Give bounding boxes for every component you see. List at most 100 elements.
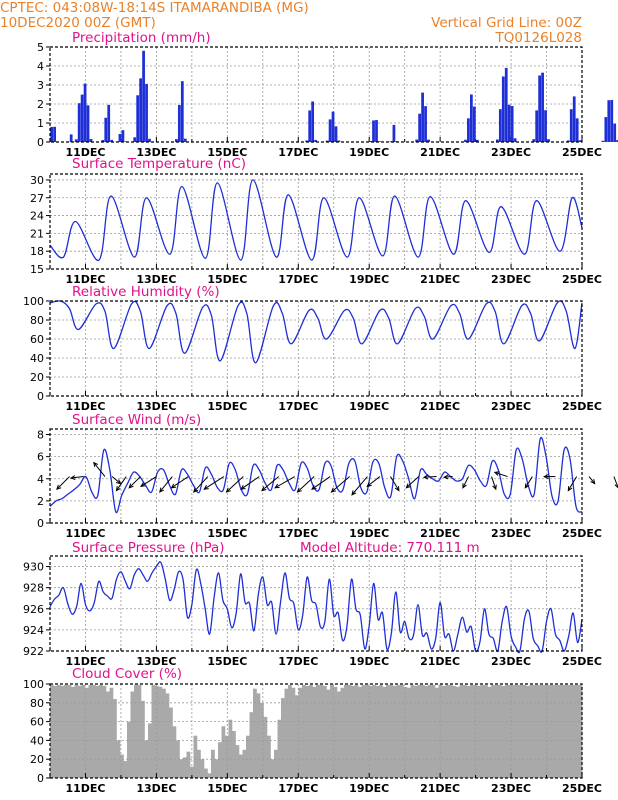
x-tick-label: 25DEC [562, 400, 602, 413]
cloud-cover-bar [344, 684, 348, 778]
x-tick-label: 17DEC [278, 655, 318, 668]
x-tick-label: 21DEC [420, 273, 460, 286]
x-tick-label: 25DEC [562, 527, 602, 540]
wind-arrow-head [203, 485, 209, 490]
cloud-cover-bar [207, 773, 212, 778]
precip-bar [547, 139, 550, 142]
wind-arrow-head [56, 484, 62, 491]
humidity-panel: Relative Humidity (%) 0 20 40 60 80 100 11DEC 1… [23, 284, 602, 413]
precip-bar [541, 72, 544, 142]
y-tick-label: 1 [37, 117, 44, 130]
x-tick-label: 17DEC [278, 527, 318, 540]
cloud-cover-bar [379, 684, 383, 778]
wind-arrow [494, 471, 508, 478]
cloud-cover-bar [557, 684, 562, 778]
precip-bar [74, 139, 78, 142]
cloud-cover-bar [571, 684, 576, 778]
cloud-cover-bar [319, 684, 324, 778]
cloud-cover-bar [491, 684, 495, 778]
y-tick-label: 0 [37, 136, 44, 149]
precip-bar [305, 140, 309, 142]
x-tick-label: 19DEC [349, 400, 389, 413]
wind-arrow [524, 476, 533, 489]
x-tick-label: 13DEC [136, 400, 176, 413]
wind-arrow [297, 476, 315, 493]
y-tick-label: 3 [37, 79, 44, 92]
cloud-cover-bar [85, 687, 89, 778]
cloud-cover-bar [456, 686, 460, 778]
cloud-cover-bar [309, 684, 313, 778]
cloud-cover-bar [487, 686, 492, 778]
y-tick-label: 21 [30, 227, 44, 240]
y-tick-label: 4 [37, 473, 44, 486]
wind-arrow [588, 476, 596, 484]
y-tick-label: 0 [37, 772, 44, 785]
wind-arrow [567, 476, 578, 491]
cloud-cover-bar [536, 684, 541, 778]
precip-bar [535, 110, 539, 142]
precip-bar [180, 81, 184, 142]
wind-arrow [203, 476, 225, 490]
cloud-cover-bar [368, 685, 373, 778]
wind-arrow-head [311, 484, 317, 490]
cloud-cover-bar [64, 684, 68, 778]
temperature-title: Surface Temperature (nC) [72, 156, 246, 172]
cloud-cover-bar [204, 768, 208, 778]
cloud-cover-bar [515, 684, 520, 778]
cloud-cover-bar [533, 684, 537, 778]
precip-bar [604, 117, 608, 142]
y-tick-label: 15 [30, 263, 44, 276]
precip-bar [613, 123, 617, 142]
x-tick-label: 15DEC [207, 400, 247, 413]
precip-bar [334, 126, 338, 142]
wind-arrow-head [351, 490, 357, 496]
cloud-cover-bar [389, 684, 394, 778]
cloud-cover-bar [421, 684, 425, 778]
wind-speed-line [49, 436, 583, 514]
x-tick-label: 19DEC [349, 655, 389, 668]
x-tick-label: 21DEC [420, 655, 460, 668]
cloud-cover-bar [550, 684, 555, 778]
precip-bar [89, 139, 93, 142]
cloud-cover-bar [501, 685, 506, 778]
precip-bar [372, 120, 375, 142]
wind-arrow-head [159, 487, 165, 493]
cloud-cover-bar [375, 685, 380, 778]
cloud-cover-bar [50, 684, 54, 778]
cloud-cover-bar [400, 684, 404, 778]
precipitation-panel: Precipitation (mm/h) 0 1 2 3 4 5 11DEC 13DEC 15D… [37, 30, 618, 159]
precip-bar [183, 138, 187, 142]
cloud-cover-bar [60, 685, 65, 778]
wind-arrow-head [567, 486, 573, 492]
plot-frame [49, 428, 583, 524]
precip-bar [328, 119, 332, 142]
cloud-cover-bar [330, 684, 334, 778]
precip-bar [498, 109, 502, 142]
x-tick-label: 11DEC [65, 527, 105, 540]
y-tick-label: 30 [30, 174, 44, 187]
cloud-cover-bar [477, 685, 481, 778]
cloud-cover-bar [183, 757, 187, 778]
cloud-cover-bar [466, 685, 471, 778]
x-tick-label: 13DEC [136, 146, 176, 159]
cloud-cover-bar [547, 684, 551, 778]
cloud-cover-bar [260, 702, 264, 778]
cloud-cover-bar [284, 688, 289, 778]
cloud-cover-bar [554, 684, 558, 778]
cloud-cover-bar [354, 684, 359, 778]
x-tick-label: 13DEC [136, 782, 176, 795]
y-tick-label: 20 [30, 371, 44, 384]
x-tick-label: 15DEC [207, 782, 247, 795]
cloud-cover-bar [253, 688, 257, 778]
wind-arrow-head [193, 487, 199, 493]
wind-arrow-head [422, 474, 429, 480]
cloud-cover-bar [417, 684, 422, 778]
precip-bar [133, 137, 137, 142]
cloud-cover-bar [540, 684, 544, 778]
precip-bar [118, 133, 122, 142]
cloud-cover-bar [225, 735, 229, 778]
precip-bar [325, 140, 329, 142]
y-tick-label: 40 [30, 734, 44, 747]
cloud-cover-bar [470, 684, 474, 778]
wind-arrow [171, 476, 189, 489]
